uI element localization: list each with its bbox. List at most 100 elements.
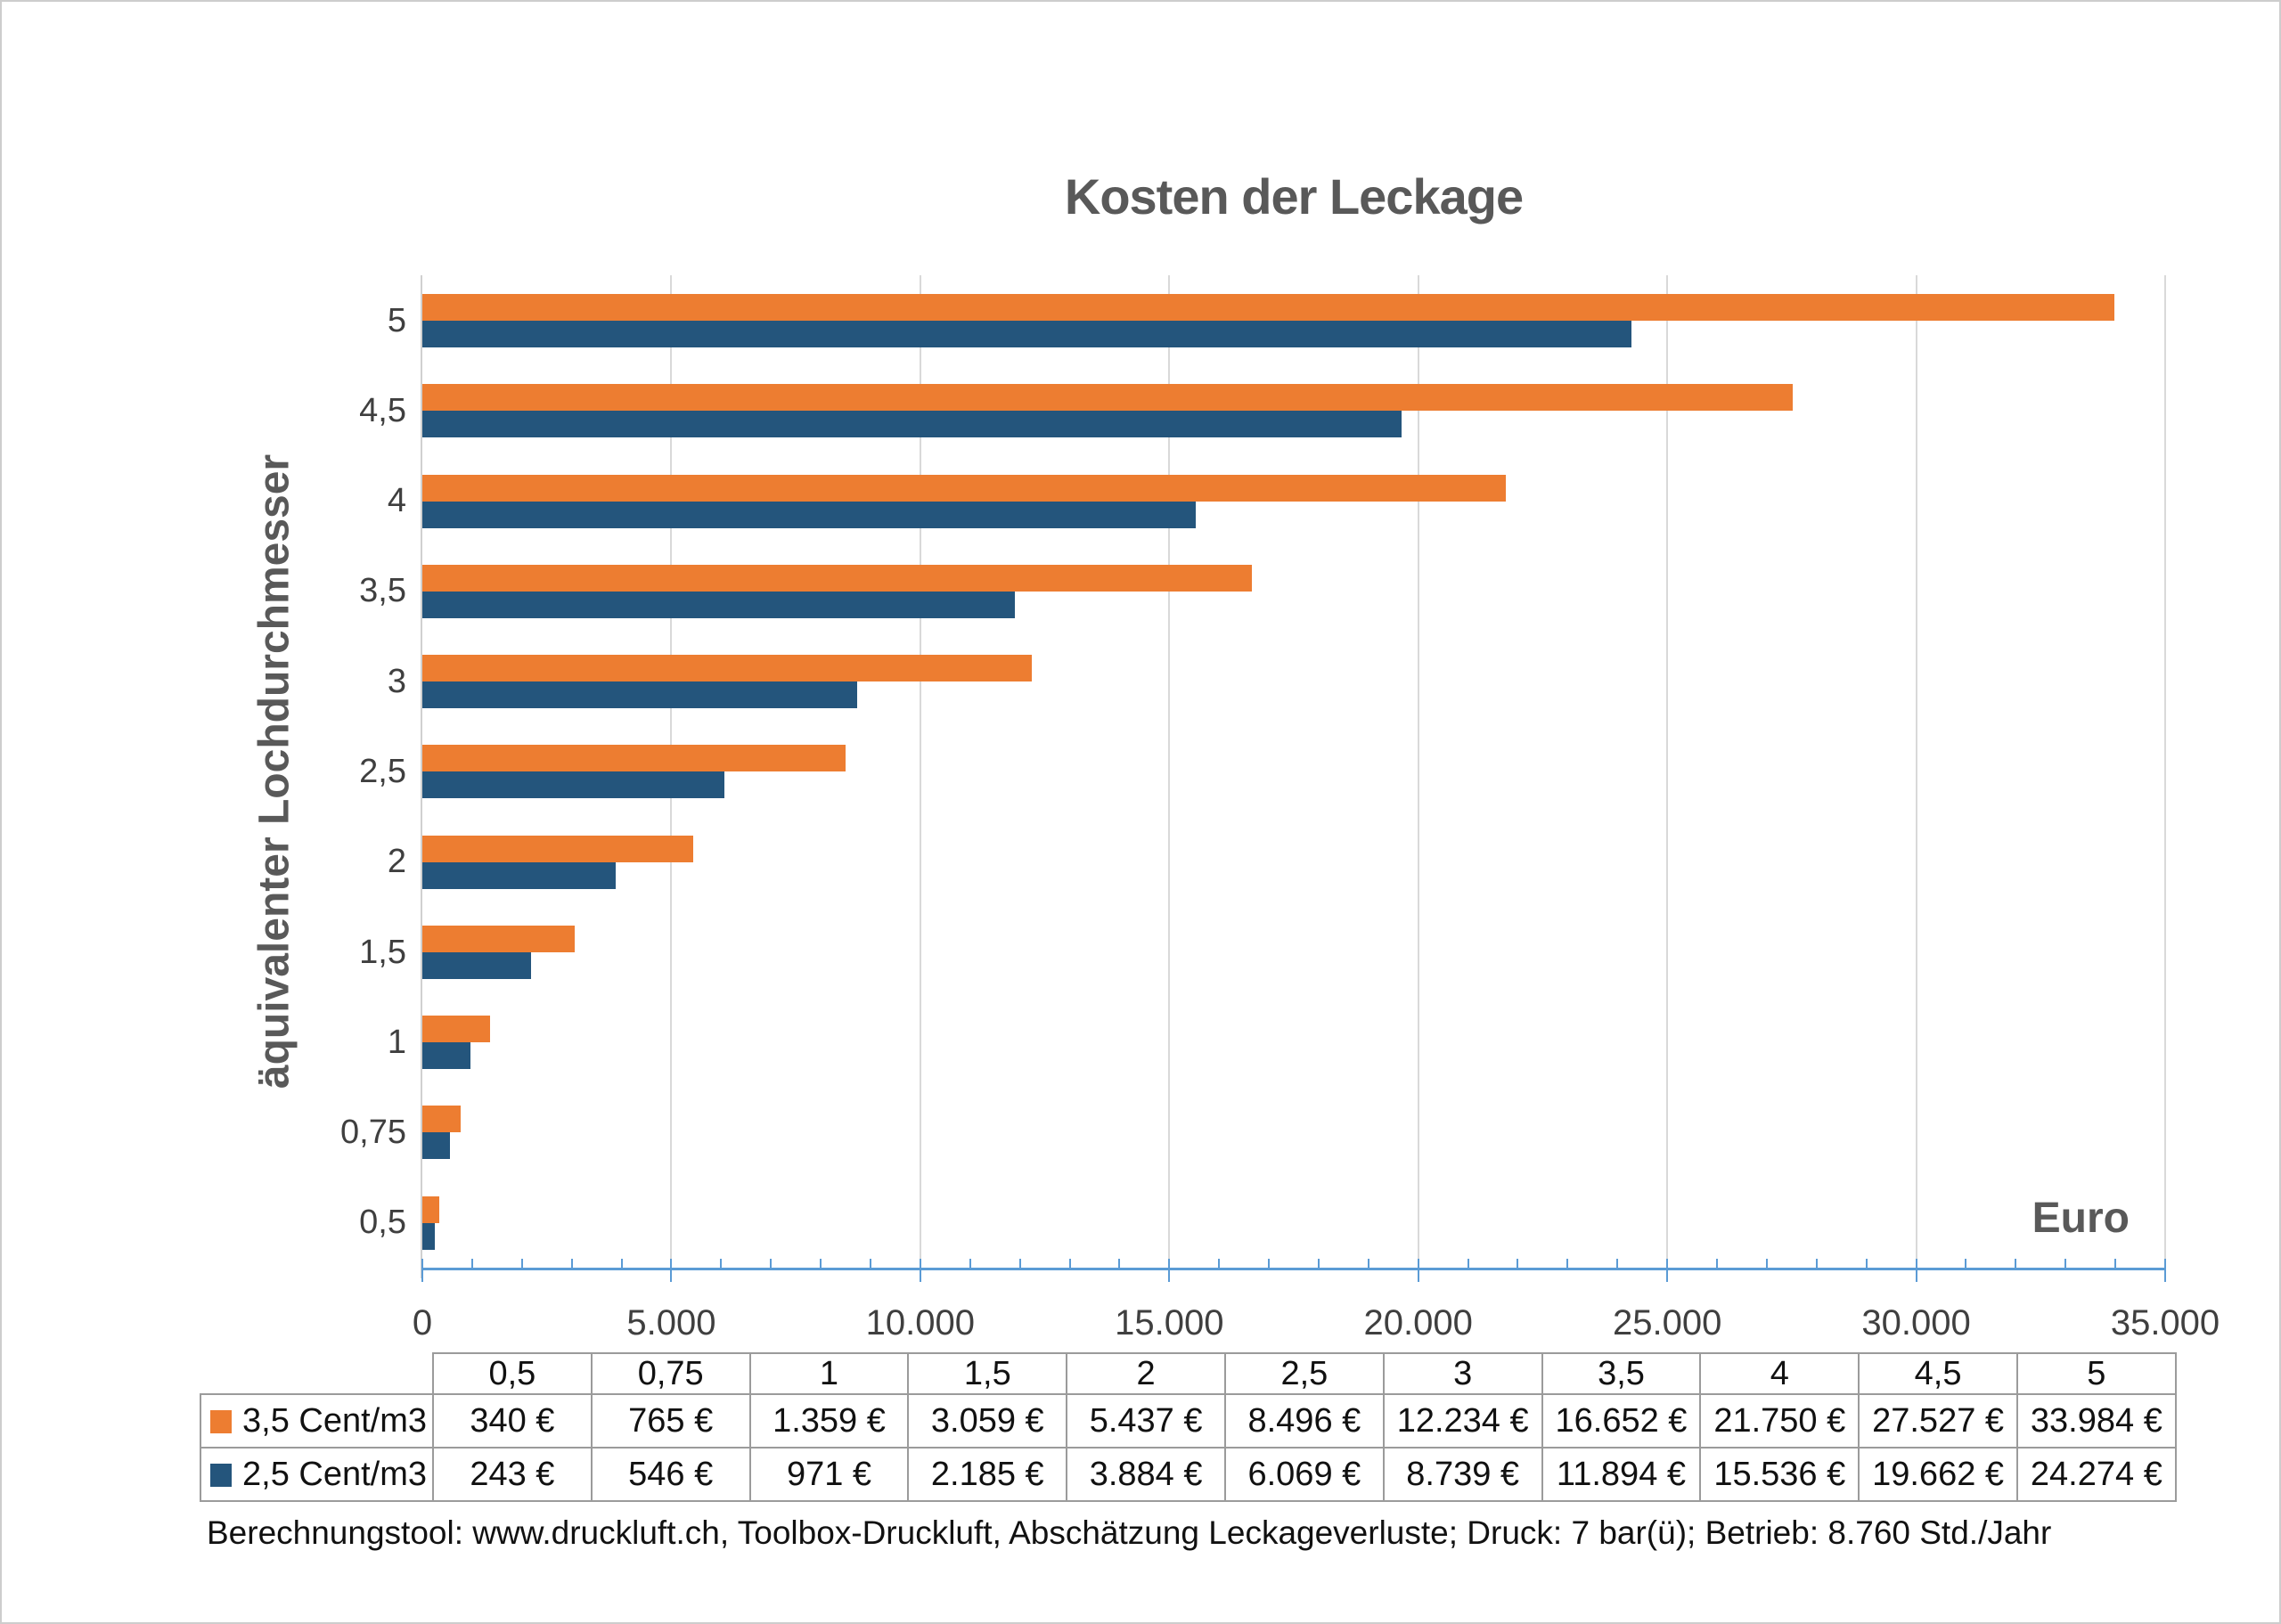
table-header-cell: 1: [748, 1352, 910, 1395]
table-row: 2,5 Cent/m3 243 €546 €971 €2.185 €3.884 €…: [200, 1447, 2177, 1502]
y-tick-label: 2,5: [359, 753, 406, 790]
table-header-cell: 2,5: [1223, 1352, 1385, 1395]
x-tick-label: 25.000: [1612, 1303, 1722, 1342]
x-tick-label: 5.000: [626, 1303, 716, 1342]
bar-orange-35cent: [422, 1016, 490, 1042]
chart-data-table: 0,5 0,75 1 1,5 2 2,5 3 3,5 4 4,5 5 3,5 Cent/m3 340 €…: [200, 1352, 2177, 1502]
x-axis-minor-tick: [1815, 1259, 1818, 1268]
y-tick-label: 0,75: [340, 1114, 406, 1152]
bar-blue-25cent: [422, 502, 1196, 528]
x-axis-minor-tick: [1018, 1259, 1021, 1268]
x-axis-minor-tick: [1965, 1259, 1967, 1268]
x-axis-major-tick: [2164, 1259, 2166, 1282]
y-tick-label: 1: [387, 1023, 406, 1061]
legend-swatch-blue-icon: [210, 1463, 232, 1487]
bar-orange-35cent: [422, 1196, 439, 1223]
y-tick-label: 5: [387, 301, 406, 339]
legend-label: 3,5 Cent/m3: [242, 1401, 427, 1440]
y-tick-label: 4,5: [359, 391, 406, 429]
y-tick-label: 3,5: [359, 572, 406, 610]
table-header-cell: 5: [2015, 1352, 2177, 1395]
bar-blue-25cent: [422, 952, 531, 979]
y-tick-label: 0,5: [359, 1204, 406, 1242]
x-axis-minor-tick: [520, 1259, 523, 1268]
x-axis-minor-tick: [1765, 1259, 1768, 1268]
bar-orange-35cent: [422, 836, 693, 862]
x-tick-label: 10.000: [865, 1303, 976, 1342]
table-value-cell: 340 €: [432, 1393, 593, 1449]
x-axis-minor-tick: [2114, 1259, 2117, 1268]
x-tick-label: 30.000: [1861, 1303, 1971, 1342]
x-axis-unit-label: Euro: [2032, 1195, 2130, 1242]
gridline: [2164, 275, 2166, 1268]
table-value-cell: 11.894 €: [1541, 1447, 1702, 1502]
bar-orange-35cent: [422, 655, 1032, 681]
bar-blue-25cent: [422, 592, 1015, 618]
x-tick-label: 20.000: [1363, 1303, 1473, 1342]
x-axis-minor-tick: [869, 1259, 871, 1268]
table-value-cell: 27.527 €: [1858, 1393, 2018, 1449]
x-axis-minor-tick: [2015, 1259, 2017, 1268]
legend-swatch-orange-icon: [210, 1409, 232, 1433]
table-value-cell: 765 €: [590, 1393, 751, 1449]
bar-blue-25cent: [422, 681, 857, 708]
table-value-cell: 3.059 €: [907, 1393, 1068, 1449]
x-axis-minor-tick: [820, 1259, 822, 1268]
gridline: [1417, 275, 1419, 1268]
bar-blue-25cent: [422, 411, 1402, 437]
table-value-cell: 6.069 €: [1223, 1447, 1385, 1502]
bar-orange-35cent: [422, 294, 2114, 321]
x-axis-major-tick: [1666, 1259, 1669, 1282]
legend-cell: 2,5 Cent/m3: [200, 1447, 434, 1502]
bar-orange-35cent: [422, 745, 846, 771]
table-header-cell: 2: [1066, 1352, 1226, 1395]
table-value-cell: 12.234 €: [1382, 1393, 1543, 1449]
x-axis-major-tick: [1915, 1259, 1917, 1282]
x-axis-major-tick: [421, 1259, 423, 1282]
table-value-cell: 33.984 €: [2015, 1393, 2177, 1449]
x-tick-label: 15.000: [1115, 1303, 1224, 1342]
x-axis-major-tick: [670, 1259, 673, 1282]
x-tick-label: 35.000: [2110, 1303, 2220, 1342]
table-value-cell: 243 €: [432, 1447, 593, 1502]
table-value-cell: 2.185 €: [907, 1447, 1068, 1502]
x-axis-minor-tick: [1865, 1259, 1868, 1268]
gridline: [1666, 275, 1669, 1268]
table-corner-cell: [200, 1353, 433, 1394]
bar-blue-25cent: [422, 1223, 435, 1250]
x-axis-minor-tick: [570, 1259, 573, 1268]
x-axis-minor-tick: [1566, 1259, 1569, 1268]
table-value-cell: 1.359 €: [748, 1393, 910, 1449]
y-tick-label: 2: [387, 843, 406, 881]
table-header-cell: 1,5: [907, 1352, 1068, 1395]
y-tick-label: 4: [387, 482, 406, 520]
chart-title: Kosten der Leckage: [1064, 168, 1524, 224]
gridline: [1168, 275, 1171, 1268]
source-note: Berechnungstool: www.druckluft.ch, Toolb…: [207, 1514, 2052, 1551]
legend-label: 2,5 Cent/m3: [242, 1455, 427, 1493]
table-header-cell: 4,5: [1858, 1352, 2018, 1395]
x-axis-minor-tick: [1118, 1259, 1121, 1268]
x-axis-minor-tick: [1367, 1259, 1369, 1268]
x-axis-minor-tick: [720, 1259, 723, 1268]
bar-orange-35cent: [422, 475, 1506, 502]
bar-blue-25cent: [422, 862, 616, 889]
x-axis-major-tick: [919, 1259, 921, 1282]
x-axis-minor-tick: [1467, 1259, 1469, 1268]
table-header-cell: 0,75: [590, 1352, 751, 1395]
table-value-cell: 16.652 €: [1541, 1393, 1702, 1449]
x-axis-line: [422, 1268, 2165, 1270]
gridline: [919, 275, 921, 1268]
bar-blue-25cent: [422, 321, 1631, 347]
y-tick-label: 3: [387, 662, 406, 700]
x-axis-minor-tick: [1616, 1259, 1619, 1268]
x-axis-minor-tick: [969, 1259, 971, 1268]
table-header-cell: 0,5: [432, 1352, 593, 1395]
table-value-cell: 5.437 €: [1066, 1393, 1226, 1449]
x-axis-minor-tick: [470, 1259, 473, 1268]
x-axis-minor-tick: [770, 1259, 773, 1268]
legend-cell: 3,5 Cent/m3: [200, 1393, 434, 1449]
table-row: 3,5 Cent/m3 340 €765 €1.359 €3.059 €5.437…: [200, 1393, 2177, 1449]
x-axis-minor-tick: [1068, 1259, 1071, 1268]
